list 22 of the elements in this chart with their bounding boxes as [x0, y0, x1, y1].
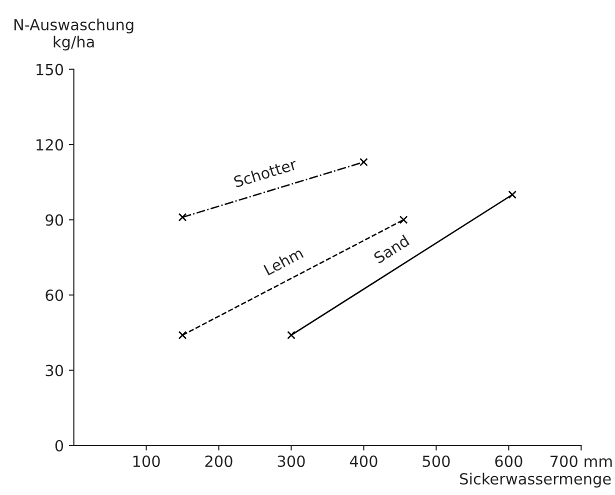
point: [508, 190, 516, 199]
x-tick-label: 600: [495, 455, 522, 468]
y-tick-label: 150: [36, 64, 64, 76]
y-tick-label: 0: [55, 440, 64, 452]
y-axis-title: N-Auswaschung kg/ha: [14, 18, 134, 50]
point: [287, 330, 296, 340]
y-tick-label: 90: [46, 214, 64, 226]
text: Lehm: [263, 246, 304, 276]
x-tick-label: 100: [133, 455, 160, 468]
x-tick-label: 200: [205, 455, 232, 468]
point: [360, 158, 368, 166]
y-tick-label: 60: [46, 289, 64, 302]
x-tick-label: 700 mm: [550, 455, 612, 468]
y-tick-label: 30: [46, 364, 64, 376]
y-tick-label: 120: [36, 139, 64, 151]
point: [178, 213, 187, 222]
point: [399, 216, 408, 224]
x-tick-label: 500: [422, 455, 450, 468]
x-tick-label: 300: [278, 455, 305, 468]
x-tick-label: 400: [350, 455, 378, 468]
point: [178, 330, 187, 340]
x-axis-title: Sickerwassermenge: [460, 472, 611, 488]
